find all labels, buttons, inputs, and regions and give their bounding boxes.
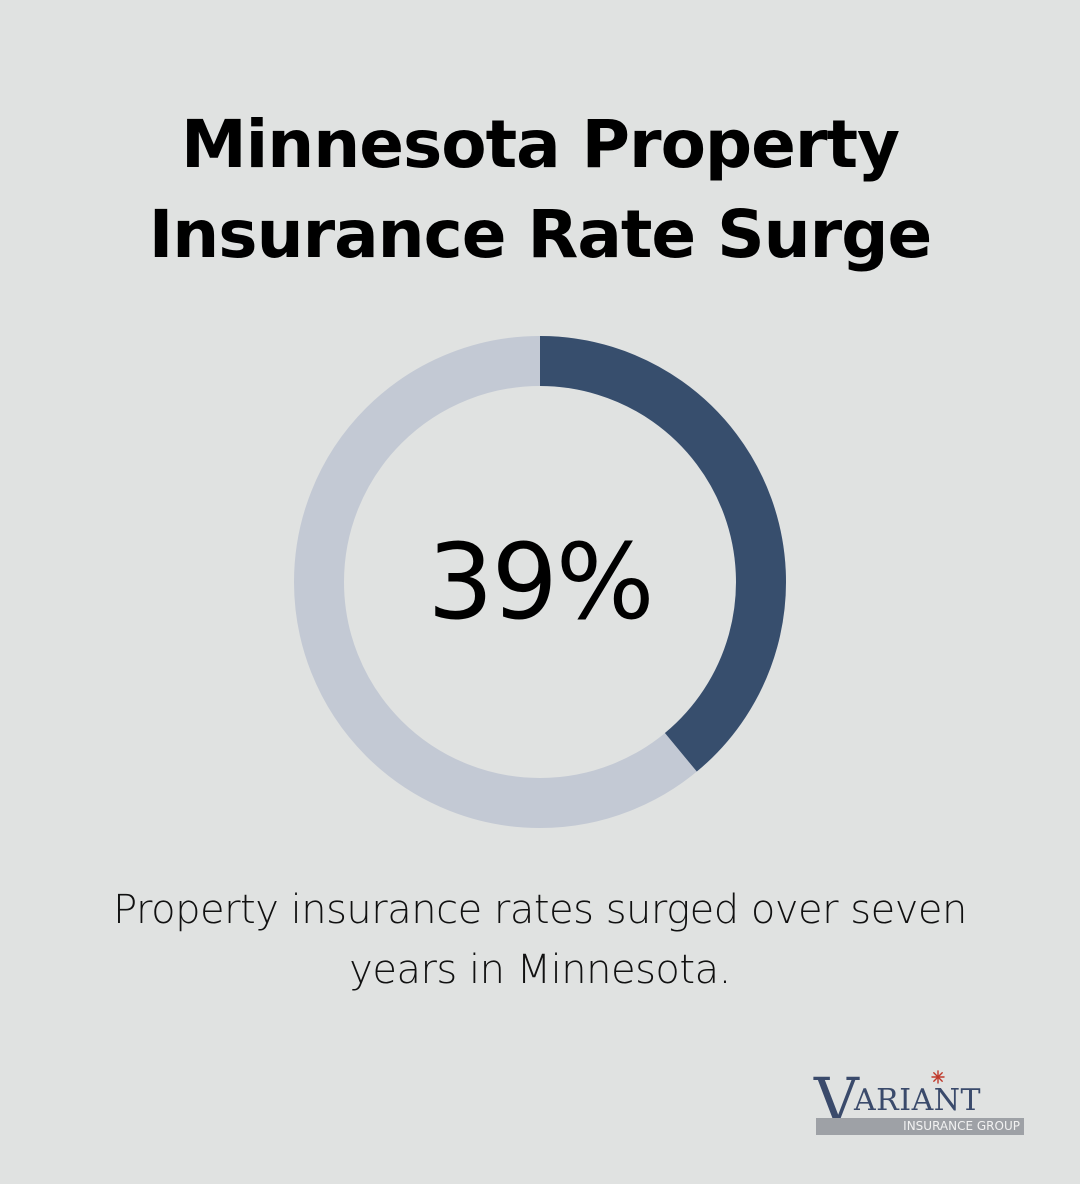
donut-chart	[294, 336, 786, 828]
caption-text: Property insurance rates surged over sev…	[40, 880, 1040, 1000]
caption-line-2: years in Minnesota.	[349, 947, 731, 993]
title-line-2: Insurance Rate Surge	[148, 196, 932, 273]
logo-wordmark: ARIANT	[854, 1083, 982, 1118]
title-line-1: Minnesota Property	[180, 106, 900, 183]
donut-center-value: 39%	[427, 521, 654, 643]
page-title: Minnesota Property Insurance Rate Surge	[0, 100, 1080, 280]
logo-star-icon	[931, 1070, 945, 1084]
logo-subtitle: INSURANCE GROUP	[816, 1118, 1024, 1135]
variant-logo: V ARIANT INSURANCE GROUP	[814, 1066, 1034, 1144]
caption-line-1: Property insurance rates surged over sev…	[113, 887, 967, 933]
donut-value-slice	[539, 336, 786, 772]
